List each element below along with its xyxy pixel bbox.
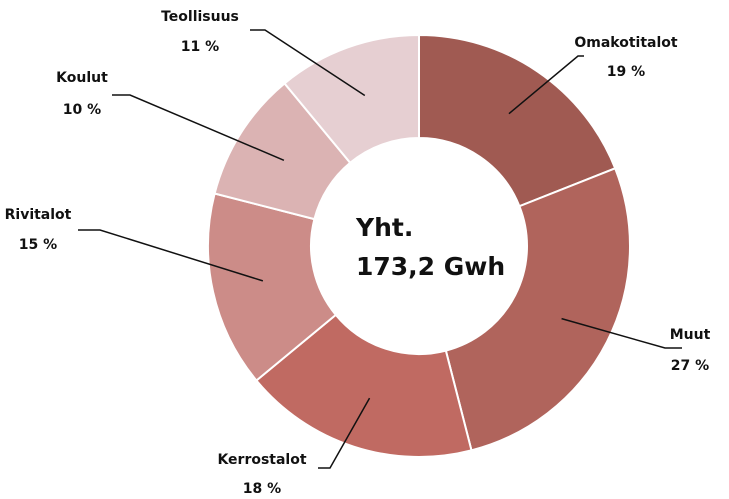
donut-segment (444, 167, 631, 452)
leader-line (78, 229, 264, 282)
category-label: Rivitalot (5, 207, 72, 223)
category-label: Koulut (56, 70, 108, 86)
value-label: 19 % (607, 64, 645, 80)
value-label: 10 % (63, 102, 101, 118)
category-label: Muut (670, 327, 711, 343)
category-label: Kerrostalot (217, 452, 306, 468)
donut-segment (255, 313, 473, 458)
leader-line (561, 317, 682, 349)
category-label: Teollisuus (161, 9, 239, 25)
center-text: Yht. (355, 213, 413, 242)
leader-line (112, 94, 285, 161)
donut-segment (283, 33, 420, 165)
donut-segment (418, 33, 617, 208)
value-label: 11 % (181, 39, 219, 55)
center-text: 173,2 Gwh (356, 252, 505, 281)
leader-line (318, 397, 371, 469)
leader-line (250, 29, 366, 97)
value-label: 27 % (671, 358, 709, 374)
value-label: 15 % (19, 237, 57, 253)
category-label: Omakotitalot (574, 35, 678, 51)
donut-segment (207, 192, 338, 382)
value-label: 18 % (243, 481, 281, 497)
leader-line (508, 55, 584, 115)
